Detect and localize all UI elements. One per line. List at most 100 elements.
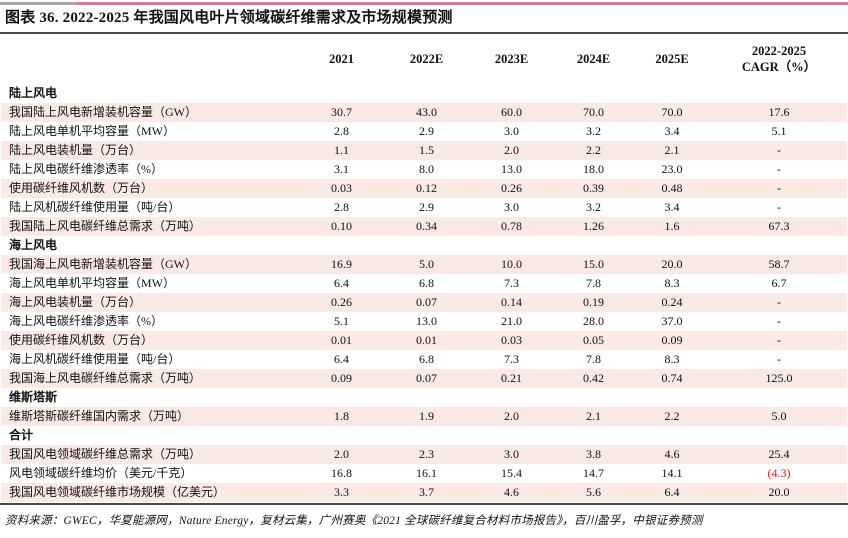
value-cell: 0.12 [384, 179, 469, 198]
value-cell: 58.7 [711, 255, 847, 274]
value-cell: 3.8 [554, 445, 633, 464]
table-row: 陆上风机碳纤维使用量（吨/台） 2.8 2.9 3.0 3.2 3.4 - [1, 198, 847, 217]
value-cell: 2.8 [334, 124, 349, 138]
value-cell: 0.21 [469, 369, 554, 388]
value-cell: 2.2 [554, 141, 633, 160]
value-cell: 20.0 [711, 483, 847, 502]
value-cell: 0.01 [299, 331, 384, 350]
value-cell: 6.8 [419, 352, 434, 366]
value-cell: 5.1 [334, 314, 349, 328]
value-cell: 5.0 [384, 255, 469, 274]
value-cell: 2.2 [633, 407, 711, 426]
value-cell: 0.48 [633, 179, 711, 198]
column-header-year-3: 2024E [576, 52, 611, 66]
value-cell: 6.7 [771, 276, 787, 290]
value-cell: 6.4 [334, 352, 349, 366]
value-cell: 2.1 [633, 141, 711, 160]
value-cell: 37.0 [661, 314, 683, 328]
value-cell: 13.0 [416, 314, 437, 328]
table-row: 陆上风电装机量（万台） 1.1 1.5 2.0 2.2 2.1- [1, 141, 847, 160]
value-cell: 23.0 [661, 162, 683, 176]
value-cell: 0.10 [299, 217, 384, 236]
table-row: 我国海上风电碳纤维总需求（万吨） 0.09 0.07 0.21 0.42 0.74 125.… [1, 369, 847, 388]
value-cell: 1.26 [554, 217, 633, 236]
row-label: 我国风电领域碳纤维总需求（万吨） [1, 445, 299, 464]
value-cell: 3.4 [664, 124, 680, 138]
value-cell: 2.0 [299, 445, 384, 464]
value-cell: 70.0 [554, 103, 633, 122]
table-row: 陆上风电单机平均容量（MW） 2.8 2.9 3.0 3.2 3.4 5.1 [1, 122, 847, 141]
value-cell: 0.42 [554, 369, 633, 388]
value-cell: 13.0 [501, 162, 522, 176]
value-cell: 10.0 [469, 255, 554, 274]
table-header: 2021 2022E 2023E 2024E 2025E 2022-2025 CAGR（%） [1, 34, 847, 84]
row-label: 陆上风电单机平均容量（MW） [9, 124, 175, 138]
value-cell: 20.0 [633, 255, 711, 274]
value-cell: 16.9 [299, 255, 384, 274]
title-divider [0, 32, 848, 34]
table-row: 海上风电装机量（万台） 0.26 0.07 0.14 0.19 0.24- [1, 293, 847, 312]
column-header-year-2: 2023E [494, 52, 529, 66]
section-row: 维斯塔斯 [1, 388, 847, 407]
value-cell: - [777, 314, 781, 328]
table-row: 我国陆上风电新增装机容量（GW） 30.7 43.0 60.0 70.0 70.0 17.6 [1, 103, 847, 122]
value-cell: 2.9 [419, 124, 434, 138]
value-cell: 2.0 [469, 141, 554, 160]
value-cell: 8.0 [419, 162, 434, 176]
value-cell: 17.6 [711, 103, 847, 122]
column-header-label [1, 34, 299, 84]
table-row: 陆上风电碳纤维渗透率（%） 3.1 8.0 13.0 18.0 23.0 - [1, 160, 847, 179]
value-cell: 4.6 [633, 445, 711, 464]
value-cell: 0.19 [554, 293, 633, 312]
value-cell: 25.4 [711, 445, 847, 464]
value-cell: - [711, 331, 847, 350]
value-cell: 1.5 [384, 141, 469, 160]
row-label: 海上风机碳纤维使用量（吨/台） [9, 352, 181, 366]
value-cell: 0.14 [469, 293, 554, 312]
value-cell: 2.3 [384, 445, 469, 464]
section-row: 陆上风电 [1, 84, 847, 103]
value-cell: 0.03 [299, 179, 384, 198]
section-label: 维斯塔斯 [1, 388, 847, 407]
row-label: 我国陆上风电碳纤维总需求（万吨） [1, 217, 299, 236]
table-row: 风电领域碳纤维均价（美元/千克） 16.8 16.1 15.4 14.7 14.1 (4.3… [1, 464, 847, 483]
value-cell: 0.78 [469, 217, 554, 236]
value-cell: 60.0 [469, 103, 554, 122]
figure-title: 图表 36. 2022-2025 年我国风电叶片领域碳纤维需求及市场规模预测 [5, 10, 453, 26]
row-label: 使用碳纤维风机数（万台） [1, 179, 299, 198]
value-cell: - [777, 352, 781, 366]
value-cell: 4.6 [469, 483, 554, 502]
value-cell: 0.09 [633, 331, 711, 350]
value-cell: 3.1 [334, 162, 349, 176]
table-row: 海上风电单机平均容量（MW） 6.4 6.8 7.3 7.8 8.3 6.7 [1, 274, 847, 293]
row-label: 风电领域碳纤维均价（美元/千克） [9, 466, 193, 480]
column-header-year-4: 2025E [655, 52, 689, 66]
row-label: 陆上风机碳纤维使用量（吨/台） [9, 200, 181, 214]
value-cell: 0.07 [384, 293, 469, 312]
table-body: 陆上风电 我国陆上风电新增装机容量（GW） 30.7 43.0 60.0 70.0 70.0… [1, 84, 847, 502]
row-label: 陆上风电碳纤维渗透率（%） [9, 162, 163, 176]
row-label: 维斯塔斯碳纤维国内需求（万吨） [1, 407, 299, 426]
value-cell: 8.3 [664, 276, 680, 290]
value-cell: 43.0 [384, 103, 469, 122]
value-cell: 7.8 [586, 352, 601, 366]
row-label: 陆上风电装机量（万台） [1, 141, 299, 160]
value-cell: 67.3 [711, 217, 847, 236]
row-label: 我国风电领域碳纤维市场规模（亿美元） [1, 483, 299, 502]
value-cell: 18.0 [583, 162, 604, 176]
value-cell: 1.8 [299, 407, 384, 426]
value-cell: 14.1 [661, 466, 683, 480]
value-cell: 3.7 [384, 483, 469, 502]
value-cell: 3.2 [586, 124, 601, 138]
row-label: 我国海上风电新增装机容量（GW） [1, 255, 299, 274]
column-header-cagr: 2022-2025 CAGR（%） [741, 44, 817, 74]
value-cell: 125.0 [711, 369, 847, 388]
value-cell: - [711, 293, 847, 312]
forecast-table: 2021 2022E 2023E 2024E 2025E 2022-2025 CAGR（%）… [1, 34, 847, 502]
section-label: 陆上风电 [1, 84, 847, 103]
row-label: 我国海上风电碳纤维总需求（万吨） [1, 369, 299, 388]
table-row: 维斯塔斯碳纤维国内需求（万吨） 1.8 1.9 2.0 2.1 2.2 5.0 [1, 407, 847, 426]
value-cell: 16.1 [416, 466, 437, 480]
value-cell: 0.09 [299, 369, 384, 388]
